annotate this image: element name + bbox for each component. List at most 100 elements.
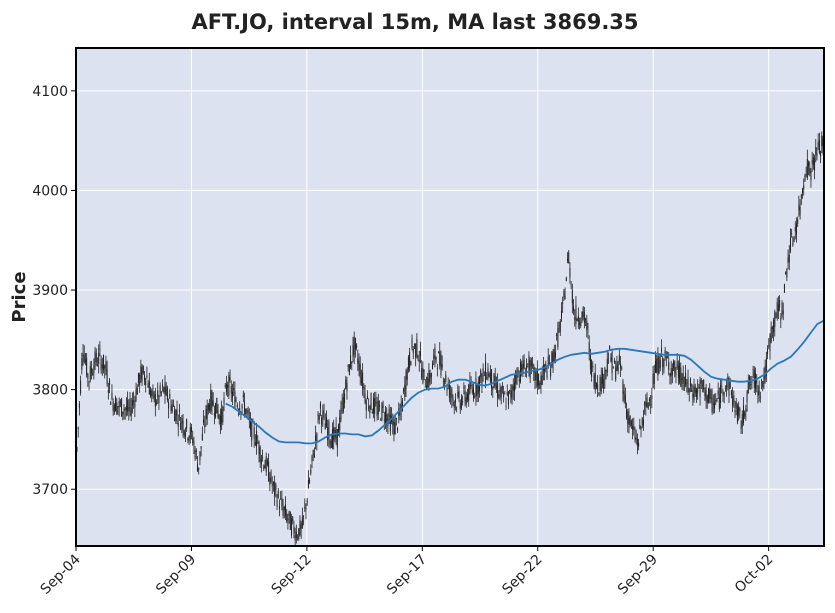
candle-body <box>624 394 626 404</box>
candle-body <box>767 348 769 355</box>
candle-body <box>110 401 112 405</box>
candle-body <box>107 389 109 393</box>
candle-body <box>628 418 630 425</box>
candle-body <box>638 442 640 447</box>
candle-body <box>522 363 524 373</box>
candle-body <box>386 414 388 423</box>
candle-body <box>709 389 711 399</box>
candle-body <box>786 268 788 278</box>
candle-body <box>527 363 529 365</box>
candle-body <box>187 438 189 441</box>
candle-body <box>268 461 270 482</box>
candle-body <box>446 387 448 391</box>
candle-body <box>762 381 764 387</box>
candle-body <box>476 384 478 397</box>
candle-body <box>554 352 556 358</box>
candle-body <box>779 300 781 308</box>
candle-body <box>145 378 147 386</box>
candle-body <box>551 352 553 368</box>
candle-body <box>423 369 425 372</box>
candle-body <box>365 400 367 411</box>
candle-body <box>324 423 326 430</box>
candle-body <box>664 350 666 358</box>
candle-body <box>493 373 495 388</box>
candle-body <box>769 334 771 351</box>
candle-body <box>203 419 205 423</box>
candle-body <box>685 372 687 386</box>
candle-body <box>615 366 617 380</box>
candle-body <box>585 318 587 321</box>
candle-body <box>453 401 455 408</box>
candle-body <box>130 407 132 416</box>
candle-body <box>152 388 154 390</box>
candle-body <box>269 477 271 485</box>
candle-body <box>799 206 801 216</box>
candle-body <box>336 429 338 448</box>
candle-body <box>93 365 95 374</box>
candle-body <box>354 337 356 350</box>
candle-body <box>412 349 414 353</box>
candle-body <box>319 402 321 409</box>
candle-body <box>405 371 407 390</box>
candle-body <box>592 366 594 368</box>
candle-body <box>270 471 272 482</box>
candle-body <box>703 379 705 390</box>
candle-body <box>560 310 562 319</box>
candle-body <box>714 402 716 409</box>
candle-body <box>241 404 243 409</box>
candle-body <box>789 237 791 251</box>
candle-body <box>477 381 479 394</box>
candle-body <box>357 358 359 364</box>
candle-body <box>817 142 819 148</box>
candle-body <box>597 384 599 391</box>
candle-body <box>622 380 624 394</box>
candle-body <box>532 364 534 365</box>
candle-body <box>227 384 229 388</box>
candle-body <box>697 388 699 393</box>
candle-body <box>457 392 459 397</box>
candle-body <box>230 385 232 394</box>
candle-body <box>95 352 97 362</box>
candle-body <box>259 447 261 462</box>
candle-body <box>231 391 233 398</box>
candle-body <box>629 415 631 426</box>
candle-body <box>699 379 701 397</box>
candle-body <box>812 157 814 166</box>
candle-body <box>139 374 141 386</box>
candle-body <box>681 377 683 381</box>
candle-body <box>219 415 221 428</box>
candle-body <box>147 383 149 388</box>
candle-body <box>301 516 303 528</box>
candle-body <box>646 397 648 407</box>
candle-body <box>716 398 718 402</box>
candle-body <box>670 368 672 377</box>
candle-body <box>498 394 500 399</box>
candle-body <box>724 388 726 389</box>
candle-body <box>758 385 760 396</box>
candle-body <box>233 388 235 391</box>
candle-body <box>511 385 513 397</box>
plot-frame <box>75 47 825 547</box>
candle-body <box>728 377 730 396</box>
candle-body <box>488 373 490 378</box>
candle-body <box>183 430 185 436</box>
candle-body <box>160 392 162 393</box>
candle-body <box>129 398 131 409</box>
candle-body <box>553 349 555 362</box>
candle-body <box>605 370 607 371</box>
candle-body <box>693 386 695 401</box>
candle-body <box>727 377 729 381</box>
candle-body <box>186 419 188 429</box>
candle-body <box>368 406 370 409</box>
candle-body <box>505 406 507 407</box>
candle-body <box>528 355 530 373</box>
candle-body <box>792 242 794 246</box>
candle-body <box>346 382 348 392</box>
candle-body <box>335 426 337 440</box>
candle-body <box>491 369 493 389</box>
candle-body <box>388 409 390 417</box>
candles <box>76 131 824 546</box>
candle-body <box>323 411 325 413</box>
candle-body <box>317 414 319 416</box>
candle-body <box>710 390 712 399</box>
